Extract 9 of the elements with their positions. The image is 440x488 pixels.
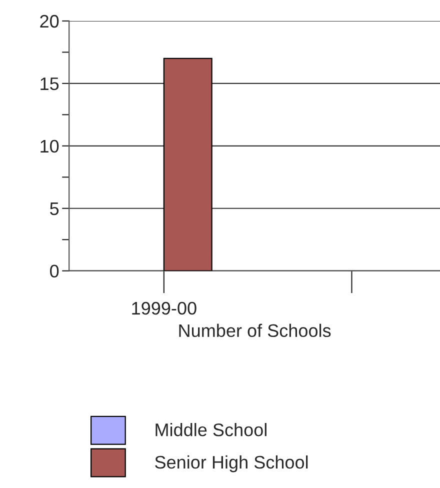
legend-label: Senior High School [155, 455, 308, 472]
x-tick-label: 1999-00 [132, 302, 196, 315]
legend-label: Middle School [156, 423, 266, 436]
y-tick-label: 5 [50, 202, 59, 216]
y-tick-label: 0 [50, 264, 59, 278]
x-axis-title: Number of Schools [179, 324, 331, 338]
y-tick-label: 20 [40, 14, 59, 28]
y-tick-label: 10 [40, 140, 59, 153]
y-tick-label: 15 [40, 78, 59, 90]
